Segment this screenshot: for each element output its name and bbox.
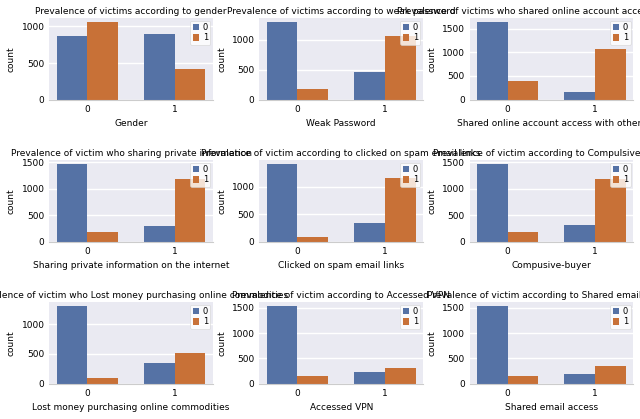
Y-axis label: count: count: [217, 330, 226, 356]
Bar: [298, 89, 328, 100]
X-axis label: Sharing private information on the internet: Sharing private information on the inter…: [33, 261, 229, 270]
Bar: [477, 306, 508, 384]
Bar: [595, 366, 626, 384]
Bar: [477, 164, 508, 242]
Bar: [564, 374, 595, 384]
Title: Prevalence of victim according to Compulsive buyer: Prevalence of victim according to Compul…: [433, 149, 640, 158]
X-axis label: Accessed VPN: Accessed VPN: [310, 403, 373, 412]
Bar: [508, 81, 538, 100]
Bar: [57, 164, 88, 242]
Legend: 0, 1: 0, 1: [190, 305, 211, 329]
Legend: 0, 1: 0, 1: [400, 21, 420, 45]
Bar: [175, 353, 205, 384]
Bar: [595, 179, 626, 242]
Bar: [385, 178, 415, 242]
Legend: 0, 1: 0, 1: [611, 163, 630, 187]
Title: Prevalence of victim according to Accessed VPN: Prevalence of victim according to Access…: [232, 291, 450, 300]
Title: Prevalence of victim according to Shared email access: Prevalence of victim according to Shared…: [428, 291, 640, 300]
X-axis label: Shared online account access with others: Shared online account access with others: [457, 119, 640, 128]
Bar: [144, 226, 175, 242]
Title: Prevalence of victim who sharing private information: Prevalence of victim who sharing private…: [11, 149, 252, 158]
Y-axis label: count: count: [217, 188, 226, 214]
Bar: [298, 237, 328, 242]
Legend: 0, 1: 0, 1: [611, 305, 630, 329]
X-axis label: Lost money purchasing online commodities: Lost money purchasing online commodities: [33, 403, 230, 412]
Bar: [88, 378, 118, 384]
Bar: [355, 72, 385, 100]
X-axis label: Compusive-buyer: Compusive-buyer: [511, 261, 591, 270]
Bar: [144, 34, 175, 100]
Bar: [508, 233, 538, 242]
Bar: [477, 22, 508, 100]
Y-axis label: count: count: [427, 330, 436, 356]
Legend: 0, 1: 0, 1: [400, 163, 420, 187]
Y-axis label: count: count: [217, 46, 226, 72]
Legend: 0, 1: 0, 1: [400, 305, 420, 329]
Bar: [57, 306, 88, 384]
Bar: [564, 92, 595, 100]
Y-axis label: count: count: [7, 330, 16, 356]
Bar: [298, 375, 328, 384]
X-axis label: Shared email access: Shared email access: [505, 403, 598, 412]
Bar: [385, 36, 415, 100]
Bar: [267, 164, 298, 242]
Bar: [267, 306, 298, 384]
Y-axis label: count: count: [7, 46, 16, 72]
Bar: [88, 233, 118, 242]
Title: Prevalence of victims according to weak password: Prevalence of victims according to weak …: [227, 7, 456, 16]
Legend: 0, 1: 0, 1: [190, 21, 211, 45]
Bar: [595, 49, 626, 100]
Bar: [175, 69, 205, 100]
Bar: [144, 363, 175, 384]
Bar: [355, 222, 385, 242]
Title: Prevalence of victims who shared online account access with others: Prevalence of victims who shared online …: [397, 7, 640, 16]
X-axis label: Gender: Gender: [115, 119, 148, 128]
X-axis label: Weak Password: Weak Password: [307, 119, 376, 128]
Bar: [88, 22, 118, 100]
Title: Prevalence of victim according to clicked on spam email links: Prevalence of victim according to clicke…: [202, 149, 481, 158]
Bar: [57, 36, 88, 100]
X-axis label: Clicked on spam email links: Clicked on spam email links: [278, 261, 404, 270]
Legend: 0, 1: 0, 1: [190, 163, 211, 187]
Bar: [564, 225, 595, 242]
Y-axis label: count: count: [427, 188, 436, 214]
Bar: [508, 375, 538, 384]
Y-axis label: count: count: [7, 188, 16, 214]
Bar: [267, 22, 298, 100]
Legend: 0, 1: 0, 1: [611, 21, 630, 45]
Y-axis label: count: count: [427, 46, 436, 72]
Bar: [175, 179, 205, 242]
Bar: [355, 372, 385, 384]
Title: Prevalence of victim who Lost money purchasing online commodities: Prevalence of victim who Lost money purc…: [0, 291, 288, 300]
Bar: [385, 368, 415, 384]
Title: Prevalence of victims according to gender: Prevalence of victims according to gende…: [35, 7, 227, 16]
